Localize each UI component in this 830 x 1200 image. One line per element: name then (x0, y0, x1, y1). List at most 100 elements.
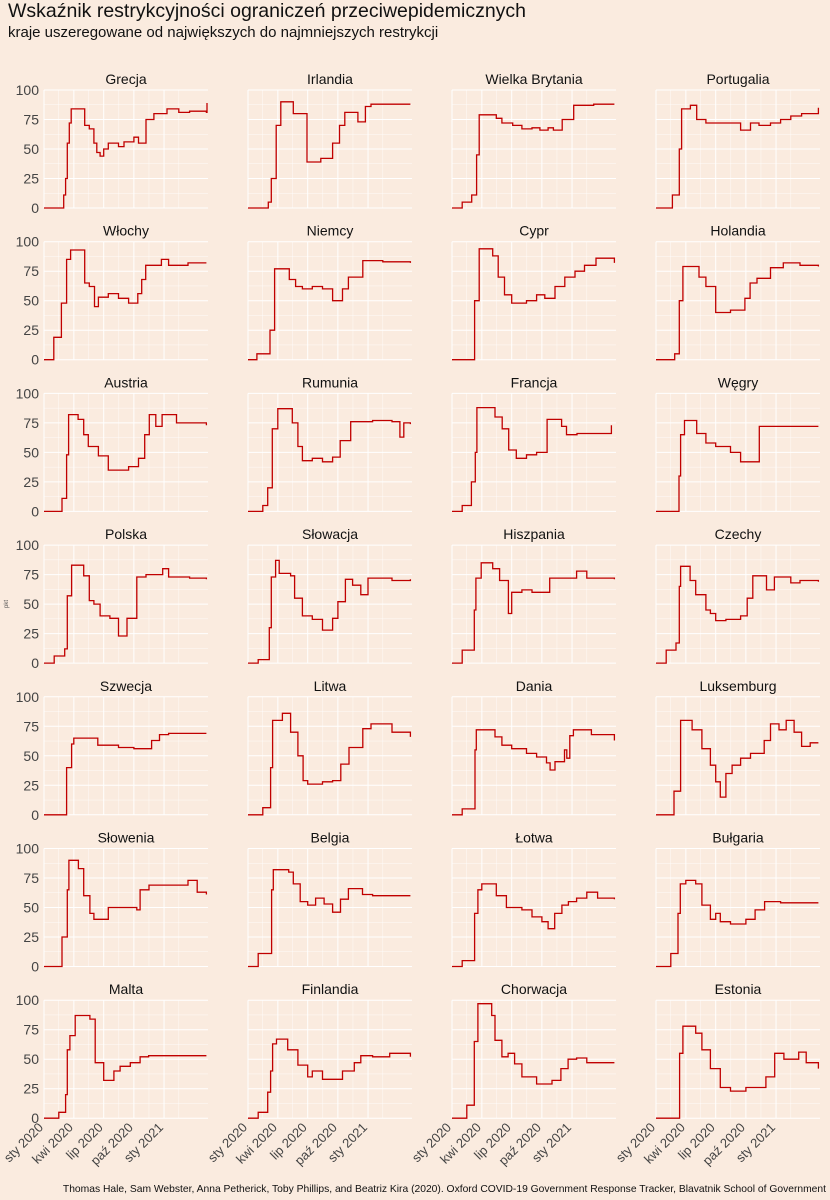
y-tick-label: 25 (23, 322, 39, 338)
panel-24: Bułgaria (655, 830, 820, 968)
series-line (248, 101, 411, 209)
series-line (44, 1014, 207, 1119)
y-tick-label: 25 (23, 626, 39, 642)
panel-1: Grecja 0 25 50 75 100 (16, 71, 208, 216)
y-tick-label: 0 (31, 1110, 39, 1126)
series-line (656, 565, 820, 664)
series-line (656, 1025, 820, 1119)
y-tick-label: 0 (31, 352, 39, 368)
y-tick-label: 75 (23, 1022, 39, 1038)
series-line (452, 1003, 615, 1119)
panel-20: Luksemburg (655, 678, 820, 816)
facet-title: Belgia (311, 830, 350, 846)
y-tick-label: 50 (23, 293, 39, 309)
series-line (656, 719, 819, 816)
y-tick-label: 100 (16, 234, 40, 250)
y-tick-label: 50 (23, 141, 39, 157)
chart-title: Wskaźnik restrykcyjności ograniczeń prze… (8, 0, 527, 22)
series-line (248, 259, 412, 361)
panel-10: Rumunia (247, 374, 412, 513)
series-line (248, 559, 412, 664)
panel-4: Portugalia (655, 71, 820, 209)
series-line (656, 104, 820, 209)
y-tick-label: 75 (23, 718, 39, 734)
panel-11: Francja (451, 374, 616, 513)
y-tick-label: 75 (23, 112, 39, 128)
panel-22: Belgia (247, 830, 412, 968)
series-line (44, 103, 208, 209)
series-line (452, 729, 616, 816)
series-line (452, 248, 616, 361)
panel-18: Litwa (247, 678, 412, 816)
chart-subtitle: kraje uszeregowane od największych do na… (8, 24, 439, 41)
series-line (44, 859, 208, 968)
y-tick-label: 75 (23, 415, 39, 431)
panel-8: Holandia (655, 223, 820, 361)
facet-title: Austria (104, 374, 148, 390)
y-tick-label: 75 (23, 567, 39, 583)
y-tick-label: 100 (16, 992, 40, 1008)
panel-21: Słowenia 0 25 50 75 100 (16, 830, 208, 975)
y-tick-label: 100 (16, 689, 40, 705)
panel-13: Polska 0 25 50 75 100 (16, 526, 208, 671)
y-tick-label: 75 (23, 870, 39, 886)
y-tick-label: 25 (23, 1081, 39, 1097)
y-tick-label: 100 (16, 385, 40, 401)
series-line (452, 883, 616, 968)
series-line (44, 413, 208, 513)
y-tick-label: 50 (23, 596, 39, 612)
facet-title: Estonia (715, 981, 762, 997)
y-tick-label: 100 (16, 537, 40, 553)
panel-9: Austria 0 25 50 75 100 (16, 374, 208, 519)
panel-14: Słowacja (247, 526, 412, 664)
series-line (248, 1038, 412, 1119)
y-tick-label: 50 (23, 444, 39, 460)
panel-6: Niemcy (247, 223, 412, 361)
facet-title: Szwecja (100, 678, 152, 694)
panel-2: Irlandia (247, 71, 412, 209)
series-line (44, 249, 207, 361)
y-tick-label: 25 (23, 777, 39, 793)
panel-12: Węgry (655, 374, 820, 513)
panel-5: Włochy 0 25 50 75 100 (16, 223, 208, 368)
series-line (452, 103, 615, 209)
series-line (656, 262, 820, 361)
y-tick-label: 50 (23, 1051, 39, 1067)
facet-title: Węgry (718, 374, 758, 390)
facet-title: Słowacja (302, 526, 358, 542)
series-line (452, 406, 613, 513)
y-tick-label: 0 (31, 503, 39, 519)
y-tick-label: 0 (31, 655, 39, 671)
facet-title: Finlandia (302, 981, 359, 997)
facet-title: Cypr (519, 223, 549, 239)
facet-title: Słowenia (98, 830, 155, 846)
facet-title: Bułgaria (712, 830, 764, 846)
facet-title: Luksemburg (699, 678, 776, 694)
facet-title: Dania (516, 678, 553, 694)
panel-15: Hiszpania (451, 526, 616, 664)
panel-3: Wielka Brytania (451, 71, 616, 209)
y-axis-label: pkt (4, 600, 10, 608)
facet-title: Czechy (715, 526, 762, 542)
panel-17: Szwecja 0 25 50 75 100 (16, 678, 208, 823)
y-tick-label: 25 (23, 929, 39, 945)
facet-title: Portugalia (706, 71, 769, 87)
panel-16: Czechy (655, 526, 820, 664)
series-line (656, 879, 819, 968)
y-tick-label: 0 (31, 200, 39, 216)
y-tick-label: 0 (31, 959, 39, 975)
y-tick-label: 50 (23, 748, 39, 764)
facet-title: Francja (511, 374, 558, 390)
source-caption: Thomas Hale, Sam Webster, Anna Petherick… (62, 1184, 826, 1195)
series-line (656, 419, 819, 513)
y-tick-label: 100 (16, 841, 40, 857)
facet-title: Irlandia (307, 71, 353, 87)
facet-title: Grecja (105, 71, 146, 87)
facet-title: Litwa (314, 678, 347, 694)
y-tick-label: 25 (23, 474, 39, 490)
